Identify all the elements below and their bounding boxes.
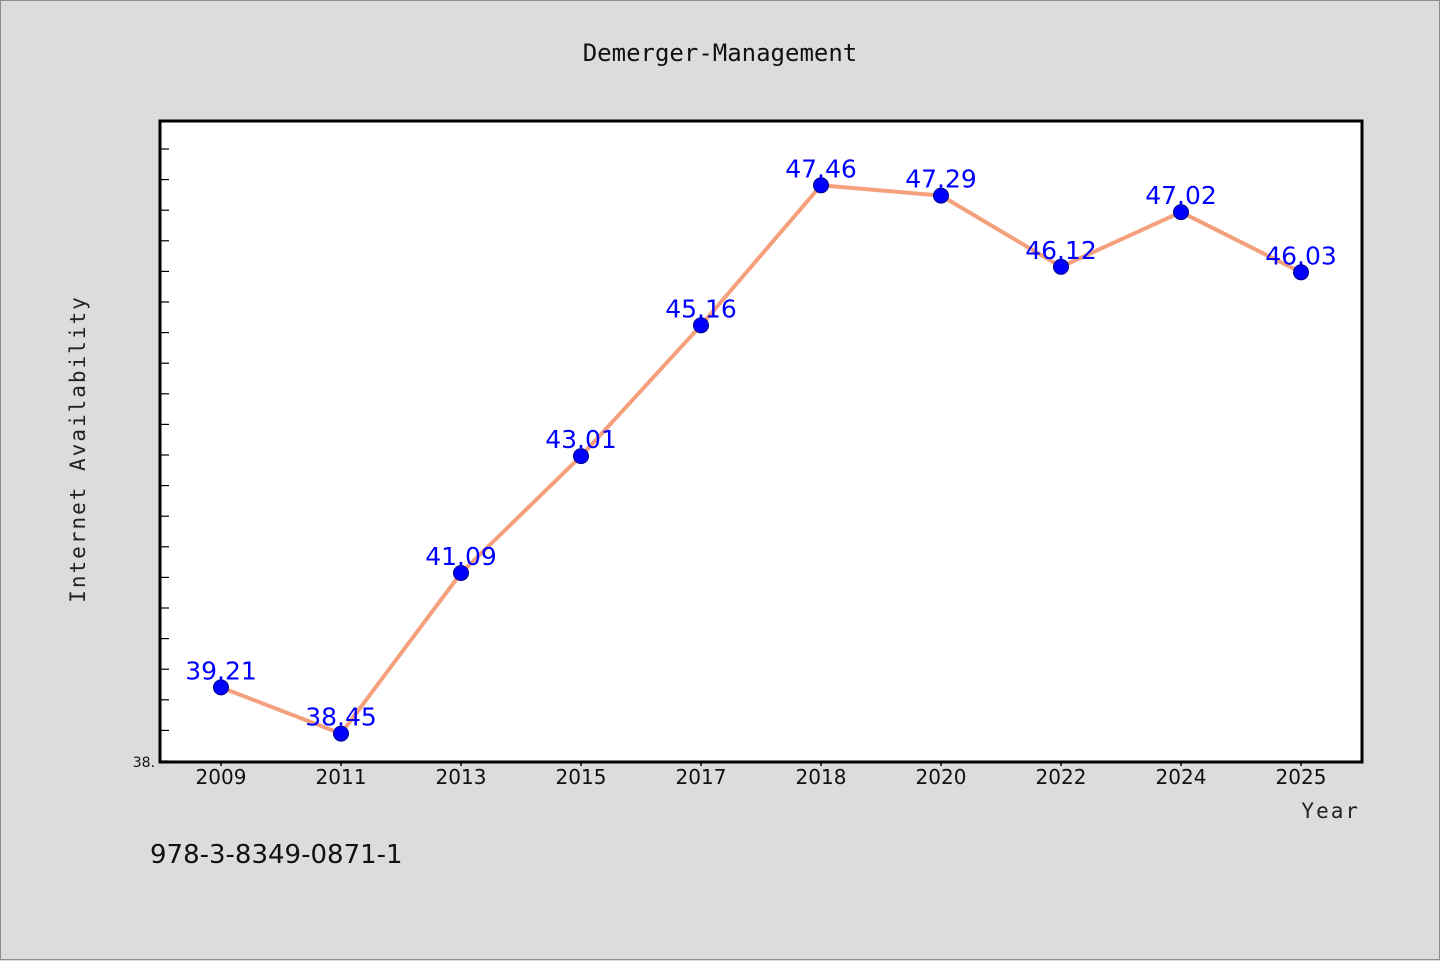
x-tick-label: 2022 — [1036, 765, 1087, 789]
data-label: 46.03 — [1265, 241, 1337, 270]
x-tick-label: 2017 — [676, 765, 727, 789]
data-label: 46.12 — [1025, 236, 1097, 265]
chart-title: Demerger-Management — [583, 39, 858, 67]
data-label: 43.01 — [545, 425, 617, 454]
data-point — [333, 725, 349, 742]
x-tick-label: 2025 — [1276, 765, 1327, 789]
data-point — [1173, 204, 1189, 221]
y-tick-label: 38. — [133, 755, 155, 771]
data-label: 38.45 — [305, 703, 377, 732]
data-point — [1053, 258, 1069, 275]
x-tick-label: 2020 — [916, 765, 967, 789]
series-line — [219, 183, 1303, 736]
data-point — [933, 187, 949, 204]
x-tick-label: 2011 — [316, 765, 367, 789]
data-point — [813, 177, 829, 194]
x-axis-title: Year — [1301, 799, 1360, 823]
data-label: 45.16 — [665, 294, 737, 323]
plot-area — [158, 119, 1364, 764]
data-point — [453, 565, 469, 581]
series-markers — [213, 177, 1309, 742]
data-labels: 39.21 38.45 41.09 43.01 45.16 47.46 47.29 46.12… — [185, 154, 1337, 731]
data-label: 47.02 — [1145, 181, 1217, 210]
x-axis-ticks: 2009 2011 2013 2015 2017 2018 2020 2022 2024 2025 — [196, 761, 1327, 789]
data-label: 39.21 — [185, 656, 257, 685]
data-point — [1293, 264, 1309, 281]
x-tick-label: 2015 — [556, 765, 607, 789]
x-tick-label: 2009 — [196, 765, 247, 789]
data-label: 47.46 — [785, 154, 857, 183]
data-point — [213, 679, 229, 696]
footer-isbn: 978-3-8349-0871-1 — [150, 840, 403, 870]
data-label: 47.29 — [905, 165, 977, 194]
x-tick-label: 2013 — [436, 765, 487, 789]
x-tick-label: 2018 — [796, 765, 847, 789]
data-point — [693, 317, 709, 334]
x-tick-label: 2024 — [1156, 765, 1207, 789]
y-axis-ticks — [161, 148, 169, 762]
data-label: 41.09 — [425, 542, 497, 571]
data-point — [573, 448, 589, 465]
y-axis-title: Internet Availability — [66, 295, 90, 603]
